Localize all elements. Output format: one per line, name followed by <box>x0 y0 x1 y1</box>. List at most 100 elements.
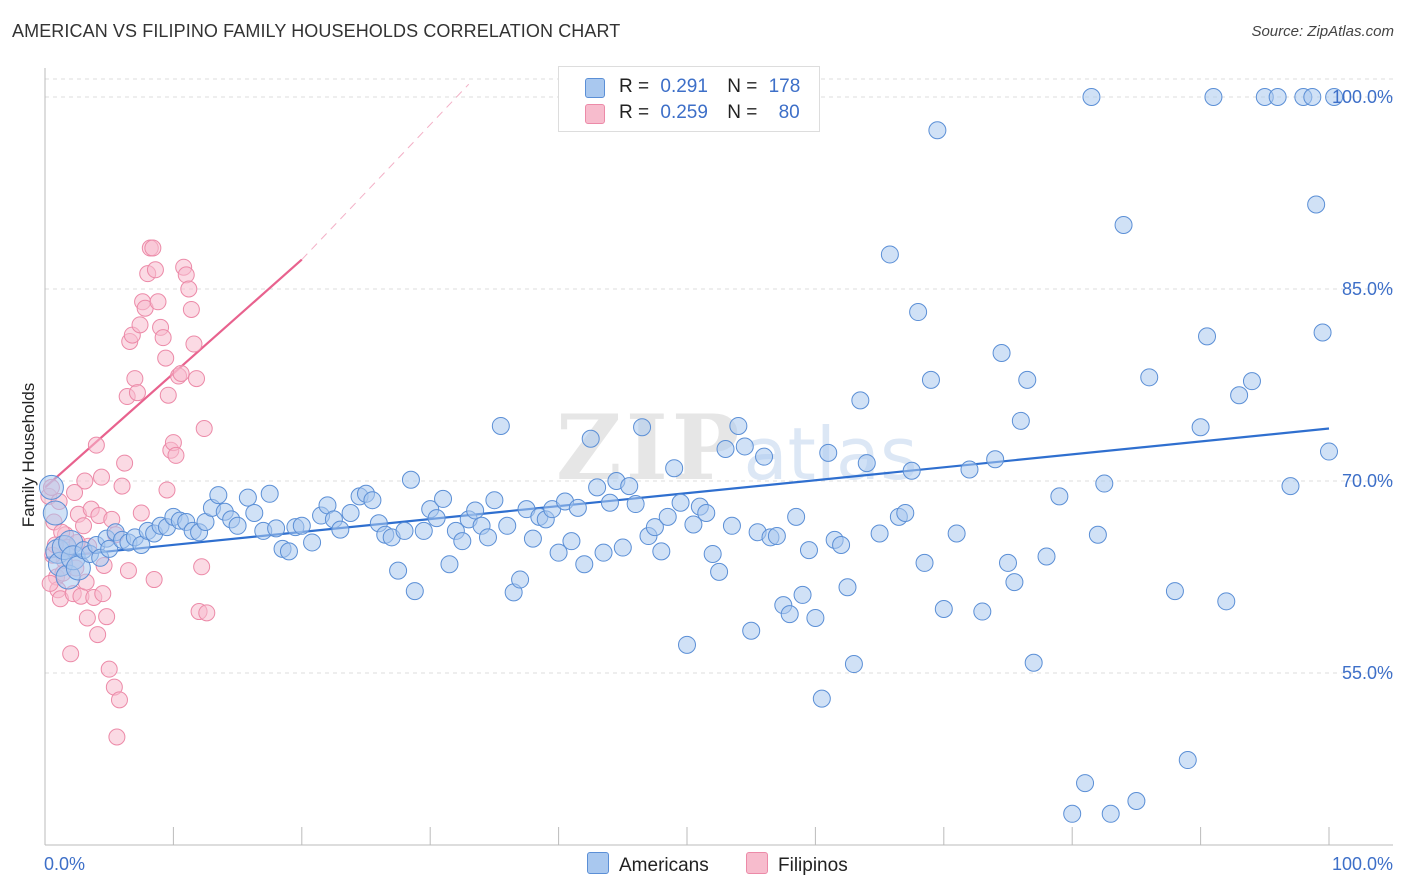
legend-filipinos: Filipinos <box>746 852 848 877</box>
american-point-131 <box>880 245 899 264</box>
filipinos-legend-label: Filipinos <box>778 855 848 876</box>
american-point-43 <box>292 516 311 535</box>
american-point-1 <box>42 500 68 526</box>
american-point-148 <box>1018 370 1037 389</box>
filipino-point-46 <box>154 329 172 347</box>
american-point-153 <box>1076 774 1095 793</box>
american-point-91 <box>613 538 632 557</box>
filipino-point-36 <box>128 384 146 402</box>
american-point-134 <box>902 461 921 480</box>
american-point-108 <box>722 516 741 535</box>
filipino-point-55 <box>177 266 195 284</box>
filipinos-swatch <box>585 104 605 124</box>
american-point-101 <box>678 635 696 654</box>
filipino-point-57 <box>182 300 200 318</box>
american-point-39 <box>267 519 286 538</box>
filipino-point-72 <box>145 571 163 589</box>
american-point-126 <box>838 578 857 597</box>
american-point-161 <box>1165 582 1184 601</box>
american-point-100 <box>671 493 690 512</box>
american-point-136 <box>915 553 934 572</box>
filipino-point-76 <box>78 609 96 627</box>
american-point-113 <box>755 447 774 466</box>
american-point-123 <box>819 443 838 462</box>
filipino-point-22 <box>92 468 110 486</box>
filipino-point-37 <box>131 316 149 334</box>
american-point-117 <box>780 605 799 624</box>
american-point-170 <box>1268 88 1287 106</box>
filipino-point-43 <box>146 261 164 279</box>
american-point-157 <box>1101 804 1120 823</box>
american-point-175 <box>1313 323 1332 342</box>
american-point-115 <box>767 527 786 546</box>
american-point-125 <box>832 536 851 554</box>
american-point-145 <box>999 553 1017 572</box>
american-point-106 <box>710 562 729 581</box>
american-point-168 <box>1242 372 1261 391</box>
american-point-111 <box>742 621 761 640</box>
filipino-point-44 <box>149 293 167 311</box>
american-point-64 <box>440 555 459 574</box>
filipino-point-59 <box>188 370 206 388</box>
american-point-149 <box>1024 653 1043 672</box>
american-point-152 <box>1063 804 1082 823</box>
filipino-point-70 <box>119 562 137 580</box>
american-point-56 <box>389 561 408 580</box>
filipino-point-71 <box>132 504 150 522</box>
american-point-85 <box>575 555 594 574</box>
american-point-60 <box>414 521 433 540</box>
american-point-162 <box>1178 751 1197 770</box>
filipino-point-75 <box>66 484 84 502</box>
american-point-70 <box>478 528 497 547</box>
american-point-77 <box>523 529 542 548</box>
filipino-point-68 <box>94 585 112 603</box>
filipinos-legend-swatch <box>746 852 768 874</box>
american-point-52 <box>363 491 382 510</box>
american-point-122 <box>812 689 831 708</box>
american-point-59 <box>405 582 424 601</box>
x-tick-label-1: 100.0% <box>1332 854 1393 874</box>
american-point-154 <box>1082 88 1101 106</box>
american-point-167 <box>1230 386 1249 405</box>
american-point-137 <box>921 370 940 389</box>
american-point-165 <box>1204 88 1223 106</box>
american-point-62 <box>427 509 446 528</box>
watermark-zip: ZIP <box>556 395 744 501</box>
zipatlas-watermark: ZIPatlas <box>556 395 917 501</box>
american-point-97 <box>652 542 671 561</box>
filipinos-r-value: 0.259 <box>660 102 708 123</box>
filipinos-n-value: 80 <box>778 102 800 123</box>
filipino-point-56 <box>180 280 198 298</box>
american-point-31 <box>209 486 228 505</box>
american-point-57 <box>395 521 414 540</box>
american-point-96 <box>645 518 664 537</box>
filipino-point-30 <box>113 477 131 495</box>
american-point-171 <box>1281 477 1300 496</box>
american-point-158 <box>1114 216 1133 234</box>
american-point-110 <box>735 437 754 456</box>
american-point-150 <box>1037 547 1056 566</box>
filipino-point-51 <box>167 446 185 464</box>
americans-trend-line <box>44 427 1330 559</box>
american-point-89 <box>600 493 619 512</box>
american-point-146 <box>1005 573 1024 592</box>
americans-n-value: 178 <box>768 76 801 97</box>
american-point-143 <box>986 450 1005 469</box>
filipino-point-48 <box>159 386 177 404</box>
american-point-84 <box>568 498 587 517</box>
american-point-107 <box>716 440 735 458</box>
american-point-104 <box>697 504 716 522</box>
american-point-129 <box>857 454 876 473</box>
filipino-point-20 <box>87 436 105 454</box>
american-point-147 <box>1011 411 1030 430</box>
american-point-73 <box>498 516 517 535</box>
american-point-166 <box>1217 592 1236 611</box>
american-point-160 <box>1140 368 1159 387</box>
american-point-99 <box>665 459 684 478</box>
american-point-130 <box>870 524 889 543</box>
filipino-point-65 <box>76 472 94 490</box>
american-point-155 <box>1088 525 1107 544</box>
american-point-151 <box>1050 487 1069 506</box>
american-point-140 <box>947 524 966 543</box>
y-tick-label-2: 85.0% <box>1342 279 1393 299</box>
